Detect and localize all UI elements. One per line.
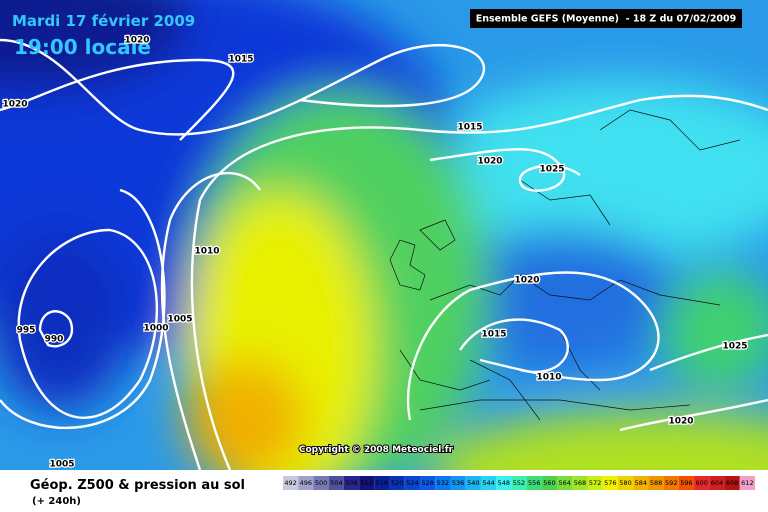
isobar-label: 1015 (457, 123, 482, 133)
legend-swatch (526, 476, 542, 490)
isobar-label: 1020 (2, 100, 27, 110)
isobar-label: 1025 (722, 342, 747, 352)
legend-value: 588 (650, 479, 662, 487)
isobar-label: 1015 (481, 330, 506, 340)
isobar-label: 995 (17, 326, 36, 336)
legend-swatch (633, 476, 649, 490)
legend-value: 544 (482, 479, 494, 487)
legend-value: 600 (695, 479, 707, 487)
legend-value: 564 (558, 479, 570, 487)
date: Mardi 17 février 2009 (12, 12, 195, 30)
legend-swatch (587, 476, 603, 490)
legend-value: 556 (528, 479, 540, 487)
legend-value: 540 (467, 479, 479, 487)
legend-swatch (343, 476, 360, 490)
legend-value: 528 (421, 479, 433, 487)
legend-swatch (374, 476, 390, 490)
legend-swatch (404, 476, 421, 490)
isobar-label: 1015 (228, 55, 253, 65)
legend-swatch (648, 476, 664, 490)
legend-value: 580 (619, 479, 631, 487)
legend-swatch (739, 476, 755, 490)
legend-swatch (663, 476, 679, 490)
legend-swatch (602, 476, 618, 490)
legend-swatch (694, 476, 710, 490)
isobar-label: 1005 (167, 315, 192, 325)
isobar-label: 990 (45, 335, 64, 345)
legend-swatch (389, 476, 405, 490)
legend-value: 552 (513, 479, 525, 487)
legend-swatch (313, 476, 329, 490)
legend-value: 572 (589, 479, 601, 487)
legend-value: 536 (452, 479, 464, 487)
legend-swatch (709, 476, 725, 490)
legend-value: 608 (726, 479, 738, 487)
legend-swatch (557, 476, 573, 490)
isobar-label: 1020 (514, 276, 539, 286)
color-legend: 492 496 500 504 508 512 516 520 524 528 532 536 540 5… (283, 476, 755, 490)
legend-value: 520 (391, 479, 403, 487)
legend-value: 524 (406, 479, 418, 487)
legend-value: 604 (711, 479, 723, 487)
legend-swatch (420, 476, 436, 490)
legend-swatch (359, 476, 375, 490)
isobar-label: 1020 (477, 157, 502, 167)
legend-value: 504 (330, 479, 342, 487)
legend-value: 576 (604, 479, 616, 487)
legend-value: 500 (315, 479, 327, 487)
legend-value: 548 (498, 479, 510, 487)
legend-swatch (724, 476, 740, 490)
legend-swatch (450, 476, 466, 490)
time: 19:00 locale (14, 35, 151, 59)
legend-value: 496 (300, 479, 312, 487)
legend-value: 560 (543, 479, 555, 487)
legend-value: 568 (574, 479, 586, 487)
legend-value: 584 (635, 479, 647, 487)
legend-value: 516 (376, 479, 388, 487)
legend-swatch (480, 476, 497, 490)
legend-value: 532 (437, 479, 449, 487)
legend-value: 592 (665, 479, 677, 487)
isobar-label: 1025 (539, 165, 564, 175)
legend-swatch (572, 476, 588, 490)
isobar-label: 1010 (194, 247, 219, 257)
run-box (470, 9, 742, 28)
legend-swatch (496, 476, 512, 490)
isobar-label: 1020 (124, 36, 149, 46)
run-info: Ensemble GEFS (Moyenne) - 18 Z du 07/02/… (476, 14, 737, 25)
isobar-label: 1020 (668, 417, 693, 427)
legend-swatch (678, 476, 695, 490)
isobar-label: 1010 (536, 373, 561, 383)
footer-lead: (+ 240h) (32, 496, 81, 507)
isobar-label: 1005 (49, 460, 74, 470)
isobar-label: 1000 (143, 324, 168, 334)
legend-swatch (298, 476, 314, 490)
legend-swatch (511, 476, 527, 490)
copyright: Copyright © 2008 Meteociel.fr (299, 445, 454, 455)
legend-swatch (465, 476, 481, 490)
legend-swatch (283, 476, 299, 490)
legend-swatch (541, 476, 558, 490)
footer-title: Géop. Z500 & pression au sol (30, 478, 245, 493)
isobar-labels: 1020 1015 1020 1015 1020 1025 1010 1020 995 990 10… (1, 34, 749, 471)
legend-swatch (328, 476, 344, 490)
legend-value: 492 (284, 479, 296, 487)
legend-value: 612 (741, 479, 753, 487)
legend-swatch (435, 476, 451, 490)
legend-value: 508 (345, 479, 357, 487)
legend-value: 596 (680, 479, 692, 487)
legend-swatch (617, 476, 634, 490)
legend-value: 512 (361, 479, 373, 487)
